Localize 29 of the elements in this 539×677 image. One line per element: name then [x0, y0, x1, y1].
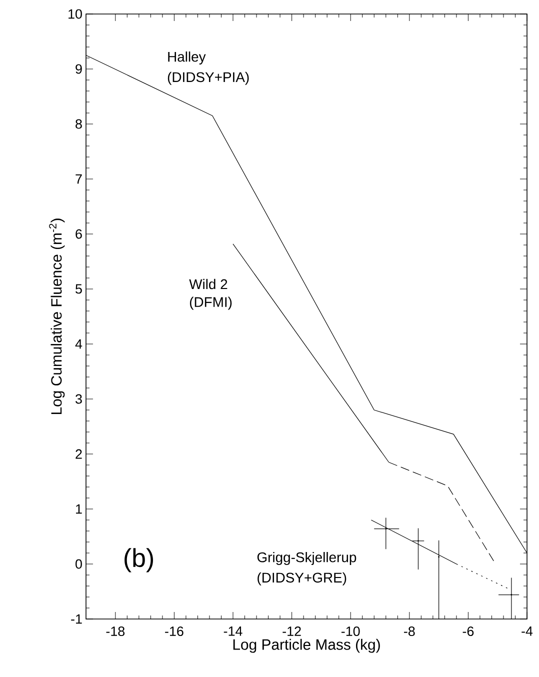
y-tick-label: 8: [76, 119, 82, 129]
y-tick-label: 10: [68, 9, 82, 19]
y-tick-label: 6: [76, 229, 82, 239]
annotation: Wild 2: [189, 278, 228, 290]
y-tick-label: 9: [76, 64, 82, 74]
x-tick-label: -16: [165, 626, 184, 636]
x-tick-label: -14: [224, 626, 242, 636]
x-tick-label: -12: [282, 626, 301, 636]
y-tick-label: 4: [75, 339, 82, 349]
y-tick-label: 5: [76, 284, 82, 294]
y-tick-label: 0: [76, 559, 82, 569]
x-tick-label: -8: [404, 626, 415, 636]
annotation: Grigg-Skjellerup: [257, 552, 356, 565]
x-tick-label: -18: [106, 626, 125, 636]
annotation: (b): [124, 548, 153, 572]
x-tick-label: -6: [462, 626, 474, 636]
x-tick-label: -10: [341, 626, 360, 636]
annotation: (DIDSY+PIA): [168, 72, 249, 85]
annotation: (DIDSY+GRE): [258, 572, 346, 586]
x-axis-title: Log Particle Mass (kg): [233, 638, 380, 653]
y-tick-label: 2: [76, 449, 82, 459]
y-tick-label: 1: [76, 504, 82, 514]
y-tick-label: 7: [76, 174, 82, 184]
y-axis-title: Log Cumulative Fluence (m$^{-2}$): [49, 218, 65, 414]
y-tick-label: 3: [76, 394, 82, 404]
y-tick-label: -1: [71, 614, 82, 624]
x-tick-label: -4: [522, 626, 533, 636]
annotation: (DFMI): [190, 296, 232, 310]
annotation: Halley: [168, 51, 206, 64]
